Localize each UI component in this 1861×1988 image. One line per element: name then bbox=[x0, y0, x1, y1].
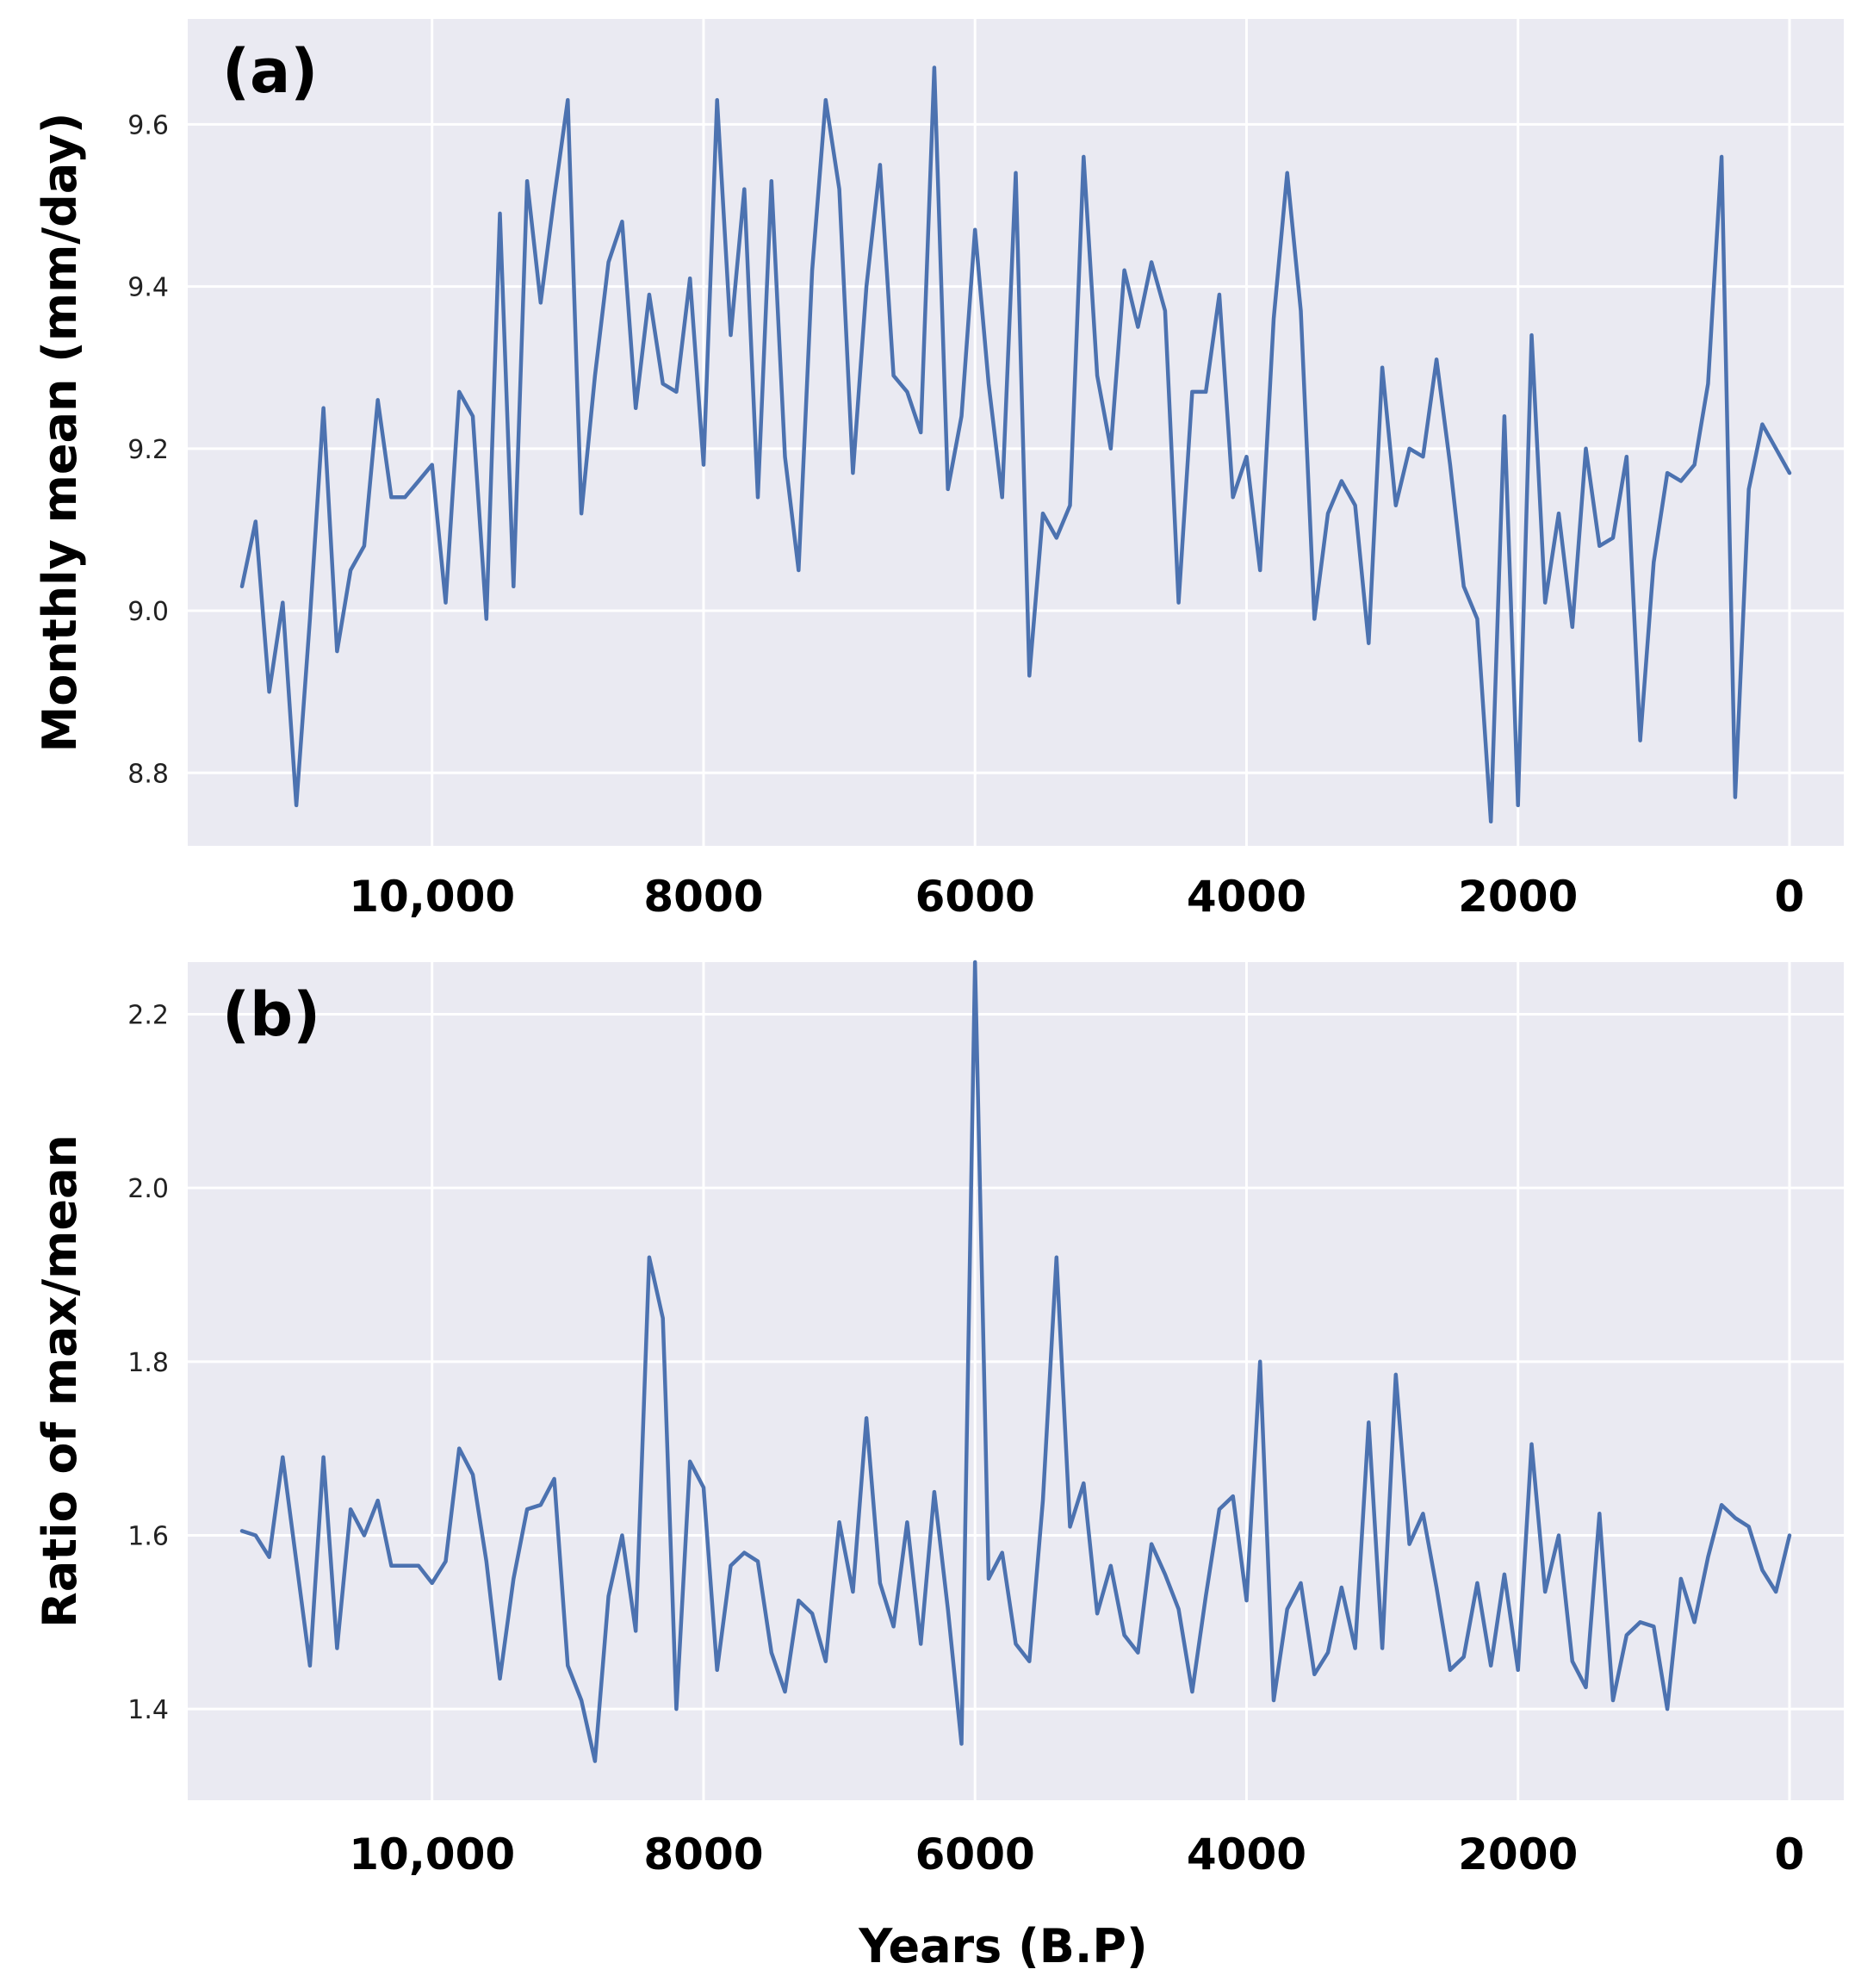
x-tick-label: 0 bbox=[1775, 1830, 1805, 1879]
series-line-b bbox=[239, 960, 1792, 1763]
plot-area-a bbox=[188, 19, 1844, 846]
x-ticks-b: 10,000 8000 6000 4000 2000 0 bbox=[349, 1830, 1804, 1879]
panel-a: 8.89.09.29.49.6 10,000 8000 6000 4000 2000 0 … bbox=[33, 19, 1844, 922]
y-ticks-a: 8.8 9.0 9.2 9.4 9.6 bbox=[127, 110, 169, 789]
series-line-a bbox=[239, 65, 1792, 824]
y-axis-title-b: Ratio of max/mean bbox=[33, 1134, 87, 1628]
panel-label-b: (b) bbox=[222, 979, 320, 1050]
y-tick-label: 2.2 bbox=[127, 1000, 169, 1030]
y-tick-label: 2.0 bbox=[127, 1174, 169, 1204]
x-tick-label: 2000 bbox=[1458, 872, 1578, 922]
y-tick-label: 1.6 bbox=[127, 1521, 169, 1551]
y-tick-label: 9.0 bbox=[127, 597, 169, 627]
y-tick-label: 1.8 bbox=[127, 1348, 169, 1378]
x-tick-label: 6000 bbox=[915, 872, 1035, 922]
y-tick-label: 9.6 bbox=[127, 110, 169, 140]
x-tick-label: 0 bbox=[1775, 872, 1805, 922]
x-tick-label: 8000 bbox=[643, 872, 763, 922]
grid-y-a bbox=[188, 122, 1844, 774]
y-ticks-b: 1.4 1.6 1.8 2.0 2.2 bbox=[127, 1000, 169, 1725]
x-tick-label: 2000 bbox=[1458, 1830, 1578, 1879]
panel-b: 1.41.61.82.02.2 10,000 8000 6000 4000 2000 0 … bbox=[33, 960, 1844, 1879]
x-tick-label: 8000 bbox=[643, 1830, 763, 1879]
plot-area-b bbox=[188, 962, 1844, 1800]
y-tick-label: 9.2 bbox=[127, 435, 169, 465]
x-tick-label: 10,000 bbox=[349, 872, 515, 922]
grid-y-b bbox=[188, 1012, 1844, 1711]
x-tick-label: 4000 bbox=[1187, 1830, 1306, 1879]
x-tick-label: 10,000 bbox=[349, 1830, 515, 1879]
x-axis-title: Years (B.P) bbox=[858, 1919, 1147, 1973]
panel-label-a: (a) bbox=[222, 36, 318, 107]
grid-x-b bbox=[431, 962, 1791, 1800]
y-tick-label: 8.8 bbox=[127, 759, 169, 789]
y-tick-label: 9.4 bbox=[127, 273, 169, 303]
grid-x-a bbox=[431, 19, 1791, 846]
y-axis-title-a: Monthly mean (mm/day) bbox=[33, 113, 87, 753]
x-ticks-a: 10,000 8000 6000 4000 2000 0 bbox=[349, 872, 1804, 922]
x-tick-label: 6000 bbox=[915, 1830, 1035, 1879]
x-tick-label: 4000 bbox=[1187, 872, 1306, 922]
y-tick-label: 1.4 bbox=[127, 1695, 169, 1725]
